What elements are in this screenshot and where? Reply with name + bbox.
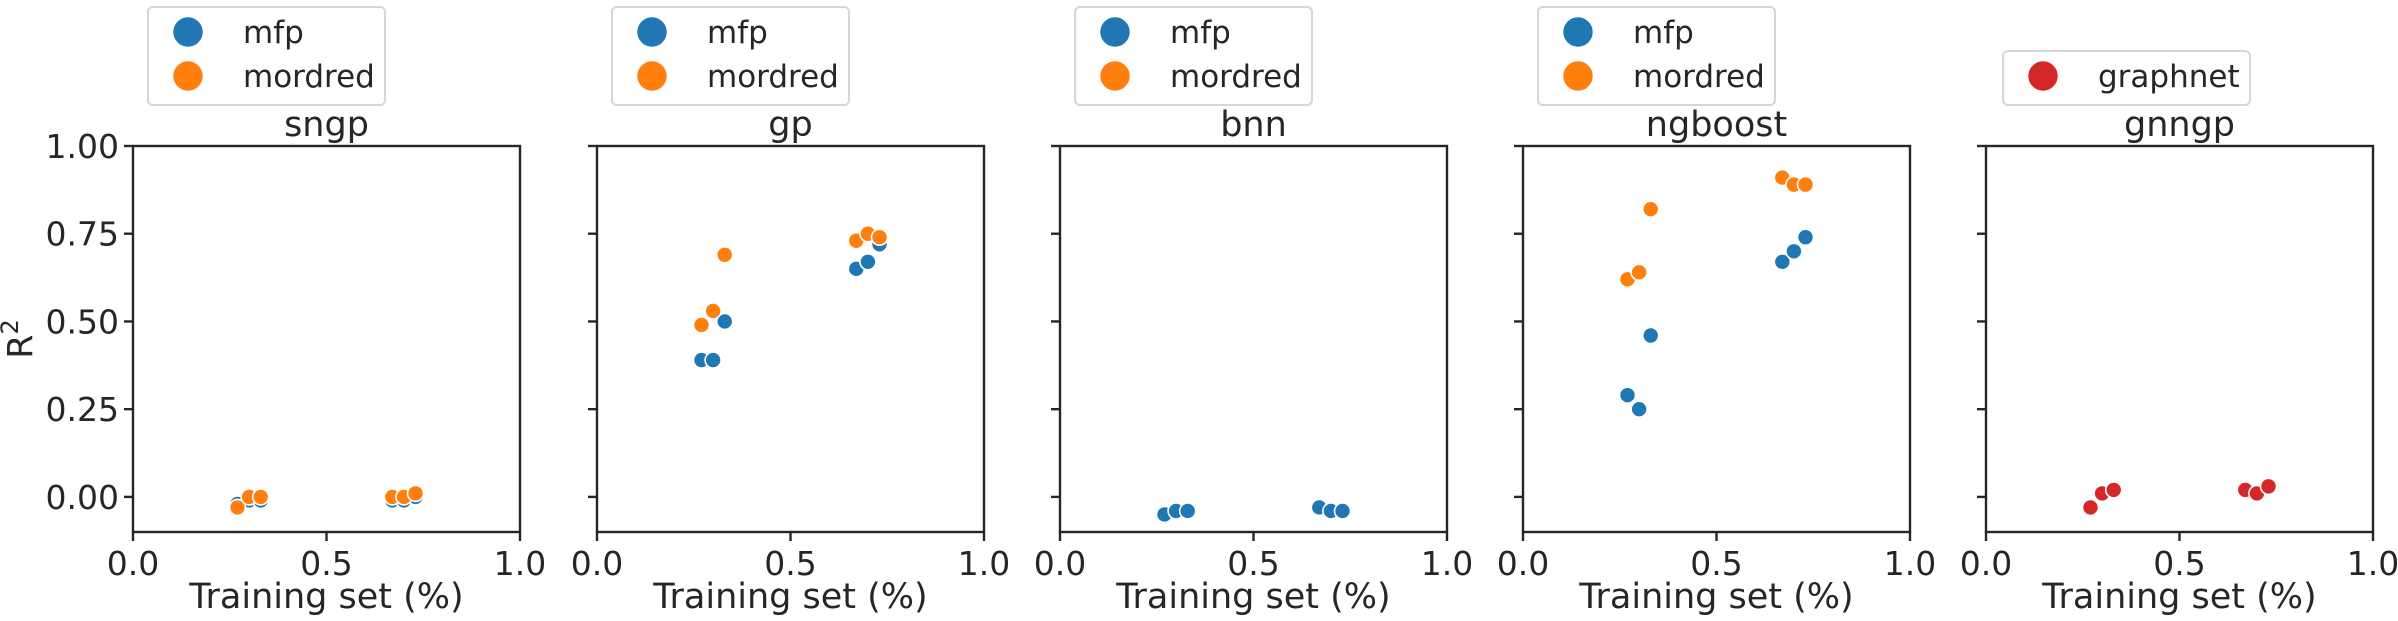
x-tick-label: 0.5 (300, 544, 352, 583)
panel-gp: gp 0.0 0.5 1.0 Training set (%) mfp mordred (571, 6, 1010, 617)
y-tick-label: 0.00 (46, 478, 119, 517)
x-tick-label: 1.0 (958, 544, 1010, 583)
point-mordred (228, 498, 247, 517)
point-mfp (1618, 386, 1637, 404)
point-mordred (692, 316, 711, 334)
point-mfp (1333, 502, 1352, 520)
x-tick-label: 0.5 (1227, 544, 1279, 583)
x-tick-label: 1.0 (494, 544, 546, 583)
x-tick-label: 0.5 (764, 544, 816, 583)
y-tick-label: 0.75 (46, 215, 119, 254)
x-tick-label: 0.5 (1690, 544, 1742, 583)
legend-label-mfp: mfp (243, 15, 304, 51)
point-mordred (406, 484, 425, 503)
legend-label-mfp: mfp (1170, 15, 1231, 51)
x-tick-label: 0.0 (1497, 544, 1549, 583)
legend-marker-graphnet (2026, 59, 2060, 93)
point-mordred (1630, 263, 1648, 282)
legend-marker-mfp (171, 15, 205, 49)
legend-marker-mordred (1561, 59, 1595, 93)
plot-frame (1984, 144, 2375, 534)
legend-label-mfp: mfp (707, 15, 768, 51)
point-mfp (704, 351, 722, 369)
point-mfp (1773, 252, 1792, 271)
legend-frame (1537, 6, 1776, 106)
point-mordred (704, 302, 722, 320)
y-axis-label: R2 (0, 319, 41, 359)
point-graphnet (2081, 498, 2100, 517)
point-mordred (1641, 200, 1660, 218)
legend-marker-mfp (1561, 15, 1595, 49)
point-mfp (715, 312, 734, 331)
legend-frame (147, 6, 386, 106)
point-mfp (1796, 228, 1815, 247)
y-tick-label: 0.25 (46, 390, 119, 429)
point-mfp (1178, 502, 1197, 520)
legend: graphnet (2002, 50, 2251, 106)
x-tick-label: 1.0 (2347, 544, 2398, 583)
panel-title: sngp (284, 105, 369, 145)
point-graphnet (2104, 481, 2123, 499)
y-tick-label: 1.00 (46, 127, 119, 166)
x-axis-label: Training set (%) (188, 577, 463, 617)
legend-marker-mordred (635, 59, 669, 93)
point-mordred (715, 245, 734, 264)
x-tick-label: 0.5 (2153, 544, 2205, 583)
point-mordred (870, 228, 889, 247)
plot-frame (1058, 144, 1449, 534)
x-axis-label: Training set (%) (2041, 577, 2316, 617)
legend-marker-mfp (635, 15, 669, 49)
panel-sngp: sngp 0.0 0.5 1.0 0.00 0.25 0.50 0.75 1.00 Trainin… (0, 6, 546, 617)
legend-marker-mordred (171, 59, 205, 93)
legend: mfp mordred (611, 6, 850, 106)
legend-frame (1074, 6, 1313, 106)
legend-marker-mfp (1098, 15, 1132, 49)
legend-frame (611, 6, 850, 106)
x-axis-label: Training set (%) (652, 577, 927, 617)
panel-title: ngboost (1646, 105, 1787, 145)
legend-label-graphnet: graphnet (2098, 59, 2240, 95)
legend: mfp mordred (1537, 6, 1776, 106)
legend-marker-mordred (1098, 59, 1132, 93)
x-axis-label: Training set (%) (1578, 577, 1853, 617)
legend: mfp mordred (1074, 6, 1313, 106)
panel-ngboost: ngboost 0.0 0.5 1.0 Training set (%) mfp mordr… (1497, 6, 1936, 617)
plot-frame (131, 144, 522, 534)
x-tick-label: 0.0 (107, 544, 159, 583)
x-tick-label: 1.0 (1884, 544, 1936, 583)
panel-title: gnngp (2124, 105, 2235, 145)
y-tick-label: 0.50 (46, 302, 119, 341)
point-mfp (1785, 242, 1803, 261)
legend-label-mordred: mordred (707, 59, 839, 95)
panel-title: gp (768, 105, 812, 145)
panel-gnngp: gnngp 0.0 0.5 1.0 Training set (%) graphnet (1960, 50, 2398, 617)
legend-label-mordred: mordred (1633, 59, 1765, 95)
x-tick-label: 0.0 (1034, 544, 1086, 583)
legend-label-mordred: mordred (1170, 59, 1302, 95)
x-tick-label: 0.0 (571, 544, 623, 583)
panel-title: bnn (1220, 105, 1287, 145)
x-tick-label: 1.0 (1421, 544, 1473, 583)
plot-frame (1521, 144, 1912, 534)
x-tick-label: 0.0 (1960, 544, 2012, 583)
legend-frame (2002, 50, 2251, 106)
legend: mfp mordred (147, 6, 386, 106)
x-axis-label: Training set (%) (1115, 577, 1390, 617)
legend-label-mordred: mordred (243, 59, 375, 95)
plot-frame (595, 144, 986, 534)
point-graphnet (2259, 477, 2278, 496)
point-mfp (859, 252, 877, 271)
legend-label-mfp: mfp (1633, 15, 1694, 51)
point-mordred (1796, 175, 1815, 194)
point-mfp (1641, 326, 1660, 345)
panel-bnn: bnn 0.0 0.5 1.0 Training set (%) mfp mordred (1034, 6, 1473, 617)
point-mordred (251, 488, 270, 506)
point-mfp (1630, 400, 1648, 418)
